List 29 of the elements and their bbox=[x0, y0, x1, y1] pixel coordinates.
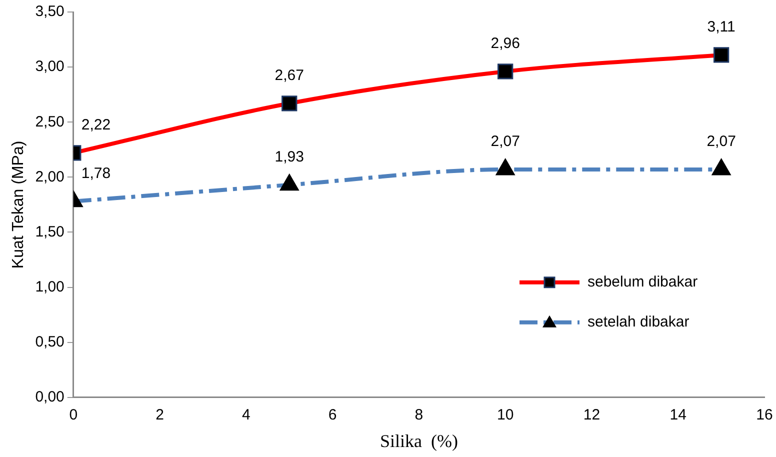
y-tick-label: 0,50 bbox=[35, 333, 64, 350]
x-tick-label: 8 bbox=[414, 406, 424, 424]
data-label: 2,07 bbox=[706, 133, 736, 150]
y-tick-label: 1,00 bbox=[35, 278, 64, 296]
y-tick-label: 2,00 bbox=[35, 168, 64, 186]
y-tick-label: 2,50 bbox=[35, 113, 64, 130]
data-label: 2,96 bbox=[490, 35, 520, 52]
x-tick-label: 4 bbox=[242, 406, 250, 424]
y-tick-label: 3,00 bbox=[35, 58, 64, 76]
data-label: 1,93 bbox=[274, 148, 304, 166]
x-tick-label: 6 bbox=[328, 406, 337, 424]
x-tick-label: 10 bbox=[496, 406, 514, 424]
y-axis-title: Kuat Tekan (MPa) bbox=[10, 140, 28, 269]
y-tick-label: 0,00 bbox=[35, 388, 64, 406]
x-axis-title: Silika (%) bbox=[380, 430, 458, 451]
legend-label: setelah dibakar bbox=[588, 314, 690, 331]
x-tick-label: 2 bbox=[156, 406, 164, 424]
legend-label: sebelum dibakar bbox=[588, 274, 698, 291]
data-label: 1,78 bbox=[81, 165, 111, 182]
x-tick-label: 14 bbox=[670, 406, 686, 424]
x-tick-label: 16 bbox=[756, 406, 773, 424]
data-label: 2,07 bbox=[490, 133, 520, 150]
x-tick-label: 0 bbox=[69, 406, 78, 424]
x-tick-label: 12 bbox=[583, 406, 600, 424]
data-label: 2,67 bbox=[274, 67, 304, 84]
data-label: 2,22 bbox=[81, 116, 111, 134]
y-tick-label: 3,50 bbox=[35, 3, 64, 20]
data-label: 3,11 bbox=[707, 18, 736, 36]
y-tick-label: 1,50 bbox=[35, 223, 64, 240]
